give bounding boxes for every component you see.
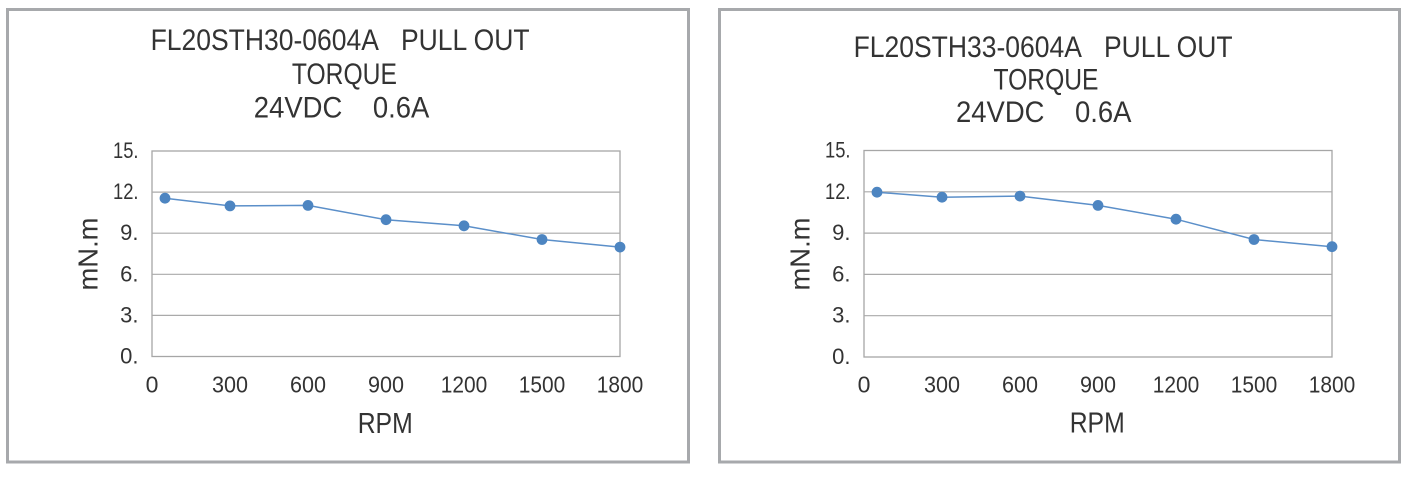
svg-text:6.: 6. bbox=[832, 261, 850, 286]
svg-text:900: 900 bbox=[368, 371, 404, 397]
svg-text:1200: 1200 bbox=[441, 371, 488, 397]
svg-text:600: 600 bbox=[1002, 371, 1038, 397]
svg-text:RPM: RPM bbox=[1070, 408, 1125, 440]
svg-text:24VDC 0.6A: 24VDC 0.6A bbox=[956, 96, 1132, 129]
svg-text:RPM: RPM bbox=[358, 408, 413, 440]
svg-text:600: 600 bbox=[290, 371, 326, 397]
svg-text:mN.m: mN.m bbox=[785, 218, 816, 291]
svg-text:TORQUE: TORQUE bbox=[292, 58, 397, 91]
svg-text:1800: 1800 bbox=[597, 371, 644, 397]
svg-text:12.: 12. bbox=[113, 179, 139, 204]
svg-text:0.: 0. bbox=[832, 344, 850, 369]
svg-text:TORQUE: TORQUE bbox=[994, 64, 1099, 97]
svg-text:300: 300 bbox=[924, 371, 960, 397]
svg-text:300: 300 bbox=[212, 371, 248, 397]
svg-text:24VDC 0.6A: 24VDC 0.6A bbox=[254, 92, 429, 125]
svg-text:3.: 3. bbox=[832, 303, 850, 328]
svg-text:6.: 6. bbox=[120, 261, 138, 286]
svg-text:900: 900 bbox=[1080, 371, 1116, 397]
svg-text:15.: 15. bbox=[825, 138, 851, 163]
svg-text:FL20STH33-0604A PULL OUT: FL20STH33-0604A PULL OUT bbox=[854, 31, 1233, 64]
svg-text:1800: 1800 bbox=[1309, 371, 1356, 397]
svg-text:1200: 1200 bbox=[1153, 371, 1200, 397]
svg-text:0: 0 bbox=[146, 371, 159, 397]
svg-text:1500: 1500 bbox=[1231, 371, 1278, 397]
svg-text:12.: 12. bbox=[825, 179, 851, 204]
svg-text:3.: 3. bbox=[120, 302, 138, 327]
svg-text:1500: 1500 bbox=[519, 371, 566, 397]
svg-text:0: 0 bbox=[858, 371, 871, 397]
svg-text:15.: 15. bbox=[113, 138, 139, 163]
svg-text:0.: 0. bbox=[120, 344, 138, 369]
svg-text:9.: 9. bbox=[832, 220, 850, 245]
svg-text:mN.m: mN.m bbox=[73, 218, 104, 291]
svg-text:9.: 9. bbox=[120, 220, 138, 245]
svg-text:FL20STH30-0604A PULL OUT: FL20STH30-0604A PULL OUT bbox=[151, 24, 530, 57]
